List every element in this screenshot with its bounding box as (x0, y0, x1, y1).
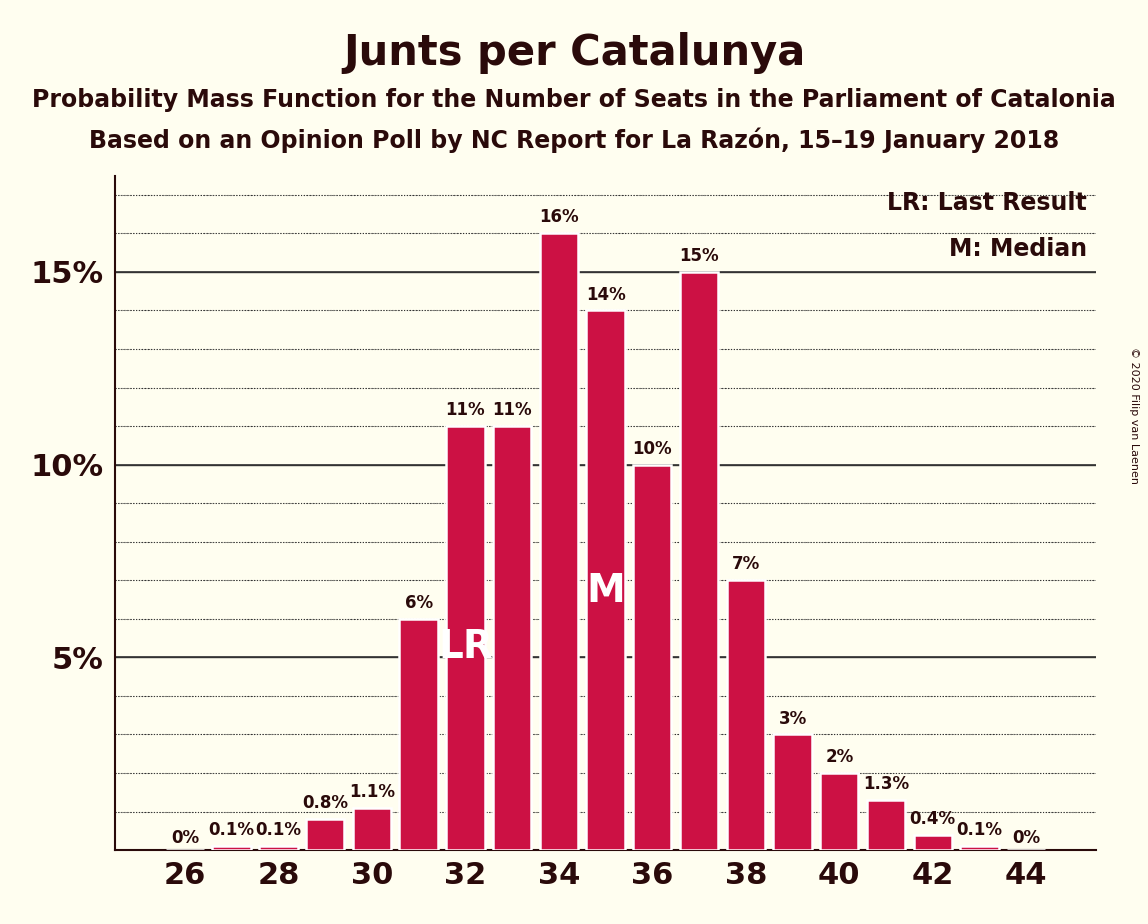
Text: 10%: 10% (633, 440, 672, 457)
Text: 0.4%: 0.4% (909, 809, 956, 828)
Bar (680, 272, 719, 850)
Bar (820, 773, 859, 850)
Bar (212, 846, 250, 850)
Text: LR: Last Result: LR: Last Result (887, 191, 1087, 215)
Text: 7%: 7% (731, 555, 760, 573)
Text: Based on an Opinion Poll by NC Report for La Razón, 15–19 January 2018: Based on an Opinion Poll by NC Report fo… (88, 128, 1060, 153)
Text: 14%: 14% (585, 286, 626, 303)
Text: 0.1%: 0.1% (956, 821, 1002, 839)
Text: 0.1%: 0.1% (255, 821, 302, 839)
Text: 0%: 0% (171, 829, 199, 847)
Text: 3%: 3% (778, 710, 807, 727)
Bar (307, 820, 344, 850)
Text: 1.1%: 1.1% (349, 783, 395, 801)
Text: 2%: 2% (825, 748, 853, 766)
Text: 11%: 11% (492, 401, 532, 419)
Bar (492, 426, 532, 850)
Text: 0%: 0% (1013, 829, 1040, 847)
Bar (447, 426, 484, 850)
Bar (352, 808, 391, 850)
Bar (634, 465, 672, 850)
Bar (587, 310, 625, 850)
Text: 0.8%: 0.8% (302, 795, 348, 812)
Text: 16%: 16% (540, 209, 579, 226)
Text: M: Median: M: Median (949, 237, 1087, 261)
Bar (961, 846, 999, 850)
Text: Junts per Catalunya: Junts per Catalunya (343, 32, 805, 74)
Bar (727, 580, 765, 850)
Text: © 2020 Filip van Laenen: © 2020 Filip van Laenen (1130, 347, 1139, 484)
Text: 11%: 11% (445, 401, 486, 419)
Text: Probability Mass Function for the Number of Seats in the Parliament of Catalonia: Probability Mass Function for the Number… (32, 88, 1116, 112)
Bar (867, 800, 905, 850)
Text: 0.1%: 0.1% (209, 821, 255, 839)
Bar (914, 834, 952, 850)
Bar (400, 619, 437, 850)
Bar (774, 735, 812, 850)
Text: 1.3%: 1.3% (863, 775, 909, 793)
Text: LR: LR (437, 627, 492, 665)
Bar (259, 846, 297, 850)
Text: 6%: 6% (404, 594, 433, 612)
Text: M: M (587, 572, 625, 610)
Text: 15%: 15% (680, 247, 719, 265)
Bar (540, 234, 577, 850)
